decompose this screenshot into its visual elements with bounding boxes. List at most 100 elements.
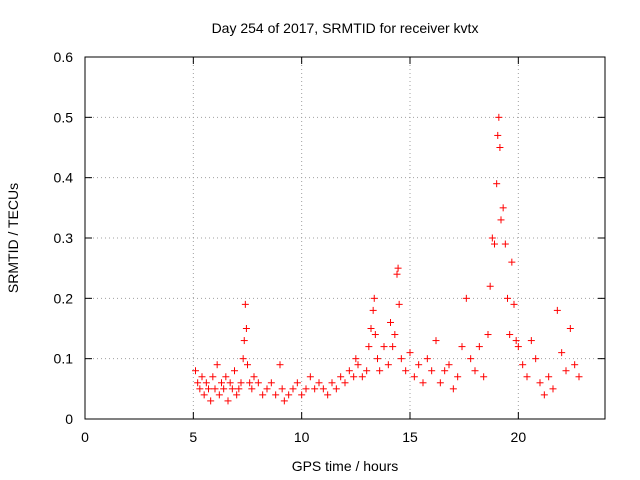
data-point [545, 373, 553, 381]
data-point [209, 373, 217, 381]
data-point [371, 331, 379, 339]
data-point [467, 355, 475, 363]
data-point [491, 240, 498, 248]
data-point [394, 264, 402, 272]
data-point [504, 294, 511, 302]
data-point [527, 337, 535, 345]
x-axis-label: GPS time / hours [292, 458, 399, 474]
data-point [499, 204, 507, 212]
data-point [488, 234, 496, 242]
data-point [289, 385, 297, 393]
y-tick-label: 0 [65, 411, 73, 427]
data-point [523, 373, 531, 381]
data-point [497, 216, 505, 224]
data-point [259, 391, 267, 399]
y-tick-label: 0.3 [54, 230, 74, 246]
data-point [196, 385, 204, 393]
data-point [241, 300, 249, 308]
data-point [458, 343, 466, 351]
data-point [445, 361, 453, 369]
data-point [226, 379, 234, 387]
data-point [263, 385, 271, 393]
data-point [387, 318, 394, 326]
data-point [508, 258, 516, 266]
data-point [514, 343, 522, 351]
data-point [484, 331, 492, 339]
data-point [240, 337, 248, 345]
data-point [410, 373, 418, 381]
data-point [391, 331, 399, 339]
y-tick-label: 0.5 [54, 109, 74, 125]
data-point [496, 144, 504, 151]
x-tick-label: 15 [402, 429, 418, 445]
data-point [494, 131, 502, 139]
data-point [462, 294, 470, 302]
data-point [432, 337, 440, 345]
data-point [239, 355, 247, 363]
data-point [423, 355, 431, 363]
data-point [324, 391, 332, 399]
data-point [512, 337, 520, 345]
data-point [250, 373, 258, 381]
data-point [558, 349, 566, 357]
data-point [220, 385, 228, 393]
data-point [493, 180, 501, 188]
data-point [365, 343, 373, 351]
data-point [566, 325, 574, 332]
data-point [441, 367, 449, 375]
data-point [350, 373, 358, 381]
data-point [358, 373, 366, 381]
tick-layer: 0 5 10 15 20 0 0.1 0.2 0.3 0.4 0.5 0.6 [54, 49, 605, 445]
data-point [506, 331, 514, 339]
data-point [380, 343, 388, 351]
data-point [363, 367, 371, 375]
data-point [397, 355, 405, 363]
data-point [415, 361, 423, 369]
data-point [237, 379, 245, 387]
data-point [207, 397, 215, 405]
data-point [254, 379, 262, 387]
data-point [332, 385, 340, 393]
data-point [244, 361, 251, 369]
data-point [475, 343, 483, 351]
data-point [293, 379, 301, 387]
data-point [267, 379, 275, 387]
data-point [352, 355, 360, 363]
data-point [280, 397, 288, 405]
data-point [369, 306, 377, 314]
data-point [285, 391, 293, 399]
data-point [374, 355, 381, 363]
data-point [319, 385, 327, 393]
data-point [370, 294, 378, 302]
data-point [536, 379, 544, 387]
data-point [402, 367, 410, 375]
data-point [276, 361, 284, 369]
data-point [354, 361, 362, 369]
data-points [192, 113, 583, 405]
y-tick-label: 0.6 [54, 49, 74, 65]
data-point [480, 373, 488, 381]
data-point [501, 240, 509, 248]
data-point [194, 379, 202, 387]
data-point [242, 325, 250, 332]
data-point [495, 113, 503, 121]
data-point [419, 379, 427, 387]
data-point [202, 379, 210, 387]
data-point [376, 367, 384, 375]
data-point [200, 391, 208, 399]
data-point [345, 367, 353, 375]
data-point [393, 270, 401, 278]
data-point [278, 385, 286, 393]
data-point [235, 385, 243, 393]
y-axis-label: SRMTID / TECUs [5, 183, 21, 293]
data-point [436, 379, 444, 387]
data-point [367, 325, 375, 332]
x-tick-label: 0 [81, 429, 89, 445]
data-point [233, 391, 241, 399]
data-point [218, 379, 225, 387]
data-point [341, 379, 349, 387]
data-point [540, 391, 548, 399]
data-point [248, 385, 256, 393]
data-point [449, 385, 457, 393]
data-point [471, 367, 479, 375]
